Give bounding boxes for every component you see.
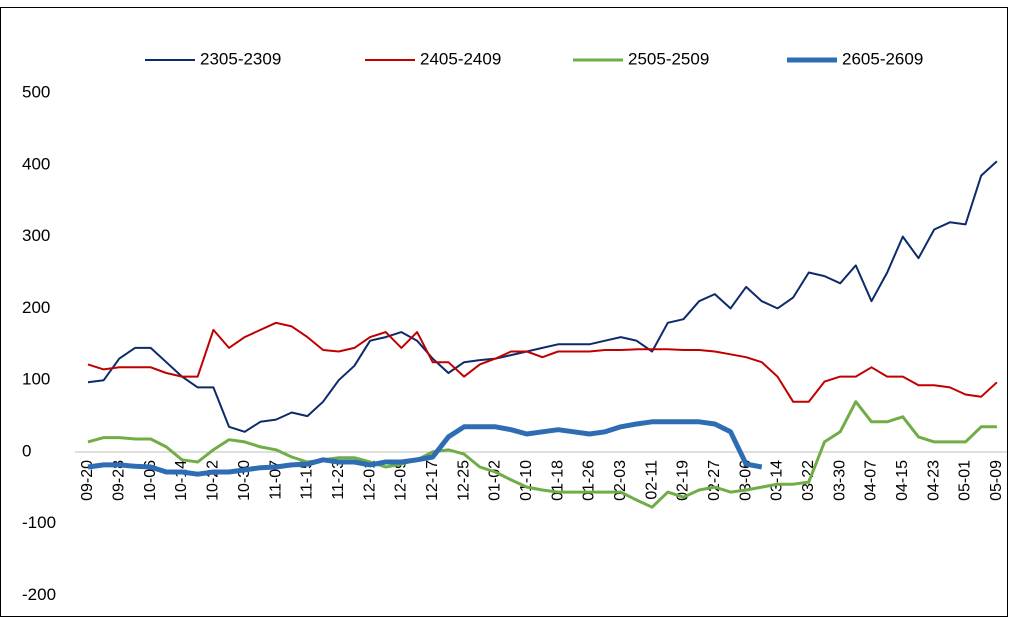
frame [0, 7, 1008, 617]
x-tick-label: 09-20 [79, 460, 96, 501]
x-tick-label: 04-07 [863, 460, 880, 501]
y-tick-label: -200 [22, 585, 56, 604]
x-tick-label: 02-11 [643, 460, 660, 500]
y-tick-label: 0 [22, 441, 31, 460]
series-line [87, 321, 998, 403]
x-tick-label: 05-01 [957, 460, 974, 501]
x-tick-label: 01-02 [487, 460, 504, 501]
y-tick-label: 200 [22, 298, 50, 317]
x-tick-label: 12-25 [455, 460, 472, 501]
x-tick-label: 02-19 [675, 460, 692, 501]
series-line [87, 400, 997, 509]
y-tick-label: 400 [22, 154, 50, 173]
x-tick-label: 11-15 [299, 460, 316, 500]
x-tick-label: 10-30 [236, 460, 253, 501]
legend: 2305-2309 2405-2409 2505-2509 2605-2609 [145, 49, 923, 68]
x-tick-label: 02-27 [706, 460, 723, 501]
x-tick-label: 12-01 [361, 460, 378, 501]
series-line [87, 419, 763, 477]
y-tick-label: 500 [22, 83, 50, 102]
legend-label: 2405-2409 [420, 49, 501, 68]
x-tick-label: 10-22 [205, 460, 222, 501]
x-tick-label: 01-18 [549, 460, 566, 501]
legend-label: 2605-2609 [842, 49, 923, 68]
x-tick-label: 01-10 [518, 460, 535, 501]
x-tick-label: 10-14 [173, 460, 190, 501]
x-tick-label: 11-07 [267, 460, 284, 500]
x-tick-label: 09-28 [111, 460, 128, 501]
x-tick-label: 03-14 [769, 460, 786, 501]
legend-label: 2505-2509 [628, 49, 709, 68]
x-tick-label: 05-09 [988, 460, 1005, 501]
y-tick-label: -100 [22, 513, 56, 532]
y-tick-label: 300 [22, 226, 50, 245]
x-tick-label: 04-15 [894, 460, 911, 501]
y-tick-label: 100 [22, 370, 50, 389]
x-tick-label: 04-23 [925, 460, 942, 501]
x-tick-label: 01-26 [581, 460, 598, 501]
series-line [87, 160, 998, 433]
x-tick-label: 12-17 [424, 460, 441, 501]
x-tick-label: 12-09 [393, 460, 410, 501]
x-tick-label: 11-23 [330, 460, 347, 500]
legend-label: 2305-2309 [200, 49, 281, 68]
x-tick-label: 03-30 [831, 460, 848, 501]
